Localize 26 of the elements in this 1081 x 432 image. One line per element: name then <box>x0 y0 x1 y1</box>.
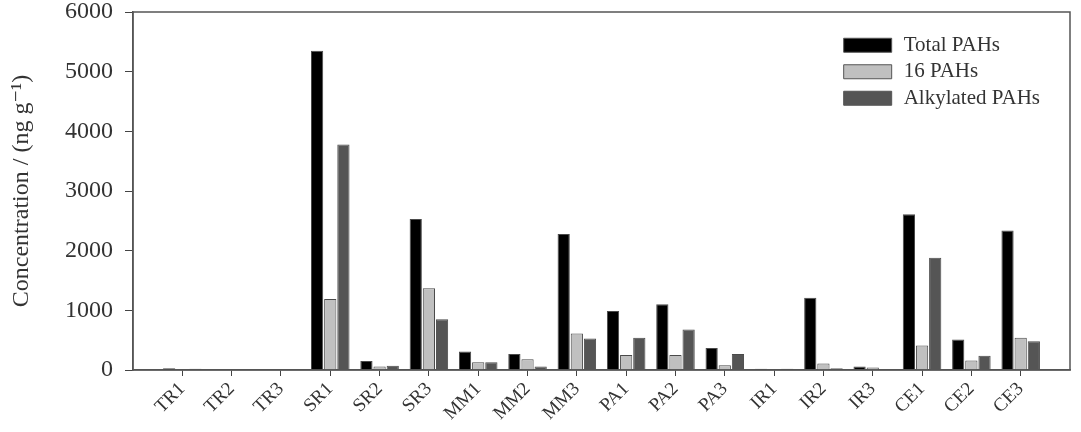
x-tick-label: SR2 <box>347 377 386 416</box>
x-tick-label: IR1 <box>745 377 781 413</box>
y-tick-label: 1000 <box>65 295 113 322</box>
x-tick-label: PA3 <box>693 377 732 416</box>
legend-label: 16 PAHs <box>903 58 979 83</box>
x-tick-label: TR2 <box>199 377 238 417</box>
y-tick-label: 5000 <box>65 56 113 83</box>
y-tick-label: 0 <box>101 355 113 382</box>
x-tick-label: CE2 <box>938 377 978 417</box>
x-tick-label: PA1 <box>595 377 633 416</box>
x-tick-label: PA2 <box>644 377 682 416</box>
y-tick-label: 4000 <box>65 116 113 143</box>
y-axis-title: Concentration / (ng g⁻¹) <box>6 74 33 308</box>
x-tick-label: CE3 <box>988 377 1028 417</box>
y-tick-label: 2000 <box>65 235 113 262</box>
x-tick-label: CE1 <box>889 377 929 417</box>
x-tick-label: SR1 <box>298 377 337 416</box>
legend-label: Total PAHs <box>903 31 1001 56</box>
x-tick-label: TR1 <box>149 377 189 417</box>
x-tick-label: IR2 <box>794 377 830 413</box>
legend-label: Alkylated PAHs <box>903 84 1041 109</box>
x-tick-label: IR3 <box>844 377 880 413</box>
x-tick-label: TR3 <box>248 377 288 417</box>
x-tick-label: SR3 <box>397 377 436 416</box>
y-tick-label: 3000 <box>65 176 113 203</box>
y-tick-label: 6000 <box>65 0 113 24</box>
